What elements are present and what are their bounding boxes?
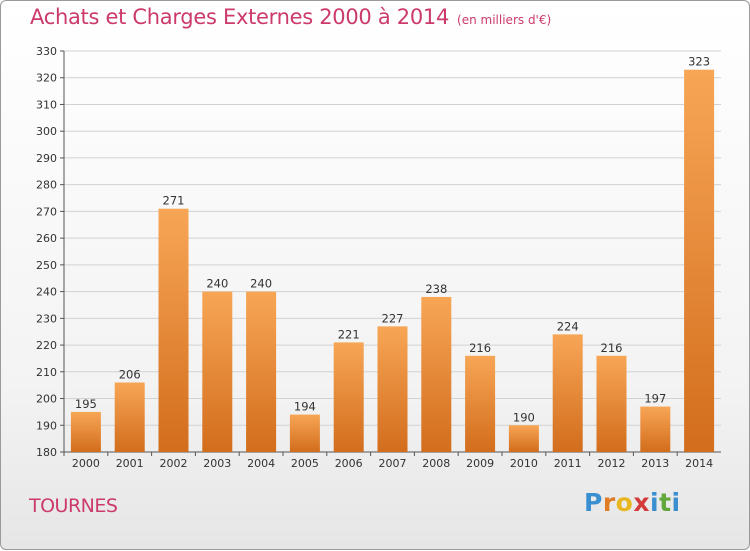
data-label: 221: [338, 327, 360, 341]
y-tick-label: 300: [36, 125, 57, 138]
y-tick-label: 200: [36, 393, 57, 406]
y-tick-label: 260: [36, 232, 57, 245]
chart-title: Achats et Charges Externes 2000 à 2014 (e…: [30, 5, 551, 29]
logo-letter: o: [615, 488, 634, 517]
bar: [289, 414, 320, 452]
unit-label: (en milliers d'€): [457, 13, 552, 27]
proxiti-logo: Proxiti: [584, 488, 681, 517]
y-tick-label: 320: [36, 72, 57, 85]
y-tick-label: 220: [36, 339, 57, 352]
logo-letter: i: [671, 488, 681, 517]
x-tick-label: 2009: [466, 457, 494, 470]
bar: [596, 355, 627, 452]
data-label: 238: [425, 282, 447, 296]
x-tick-label: 2014: [685, 457, 713, 470]
x-tick-label: 2010: [510, 457, 538, 470]
logo-letter: r: [602, 488, 616, 517]
y-tick-label: 240: [36, 286, 57, 299]
x-tick-label: 2007: [379, 457, 407, 470]
data-label: 271: [163, 194, 185, 208]
x-tick-label: 2004: [247, 457, 275, 470]
data-label: 240: [206, 277, 228, 291]
bar: [246, 291, 277, 452]
x-tick-label: 2013: [641, 457, 669, 470]
data-label: 240: [250, 277, 272, 291]
x-tick-label: 2003: [203, 457, 231, 470]
x-tick-label: 2005: [291, 457, 319, 470]
x-tick-label: 2012: [598, 457, 626, 470]
city-name: TOURNES: [29, 495, 118, 517]
y-tick-label: 280: [36, 179, 57, 192]
bar: [333, 342, 364, 452]
x-tick-label: 2011: [554, 457, 582, 470]
data-label: 224: [557, 319, 579, 333]
bar: [202, 291, 233, 452]
data-label: 197: [644, 392, 666, 406]
y-tick-label: 230: [36, 312, 57, 325]
y-tick-label: 210: [36, 366, 57, 379]
bar: [465, 355, 496, 452]
bar: [114, 382, 145, 452]
data-label: 194: [294, 400, 316, 414]
logo-letter: P: [584, 488, 603, 517]
bar: [684, 69, 715, 453]
y-tick-label: 330: [36, 45, 57, 58]
bar: [377, 326, 408, 452]
y-tick-label: 250: [36, 259, 57, 272]
x-tick-label: 2002: [160, 457, 188, 470]
x-tick-label: 2006: [335, 457, 363, 470]
x-tick-label: 2000: [72, 457, 100, 470]
y-tick-label: 190: [36, 419, 57, 432]
bar: [70, 411, 101, 452]
bar: [508, 425, 539, 452]
data-label: 216: [601, 341, 623, 355]
data-label: 195: [75, 397, 97, 411]
data-label: 216: [469, 341, 491, 355]
x-tick-label: 2001: [116, 457, 144, 470]
y-tick-label: 290: [36, 152, 57, 165]
logo-letter: x: [633, 488, 650, 517]
bar: [421, 296, 452, 452]
logo-letter: i: [650, 488, 660, 517]
data-label: 227: [382, 311, 404, 325]
y-tick-label: 310: [36, 98, 57, 111]
data-label: 323: [688, 55, 710, 69]
y-tick-label: 270: [36, 205, 57, 218]
bar: [552, 334, 583, 452]
x-tick-label: 2008: [422, 457, 450, 470]
title-text: Achats et Charges Externes 2000 à 2014: [30, 5, 450, 29]
bar: [158, 208, 189, 452]
bar: [640, 406, 671, 452]
logo-letter: t: [659, 488, 672, 517]
data-label: 190: [513, 410, 535, 424]
y-tick-label: 180: [36, 446, 57, 459]
data-label: 206: [119, 367, 141, 381]
